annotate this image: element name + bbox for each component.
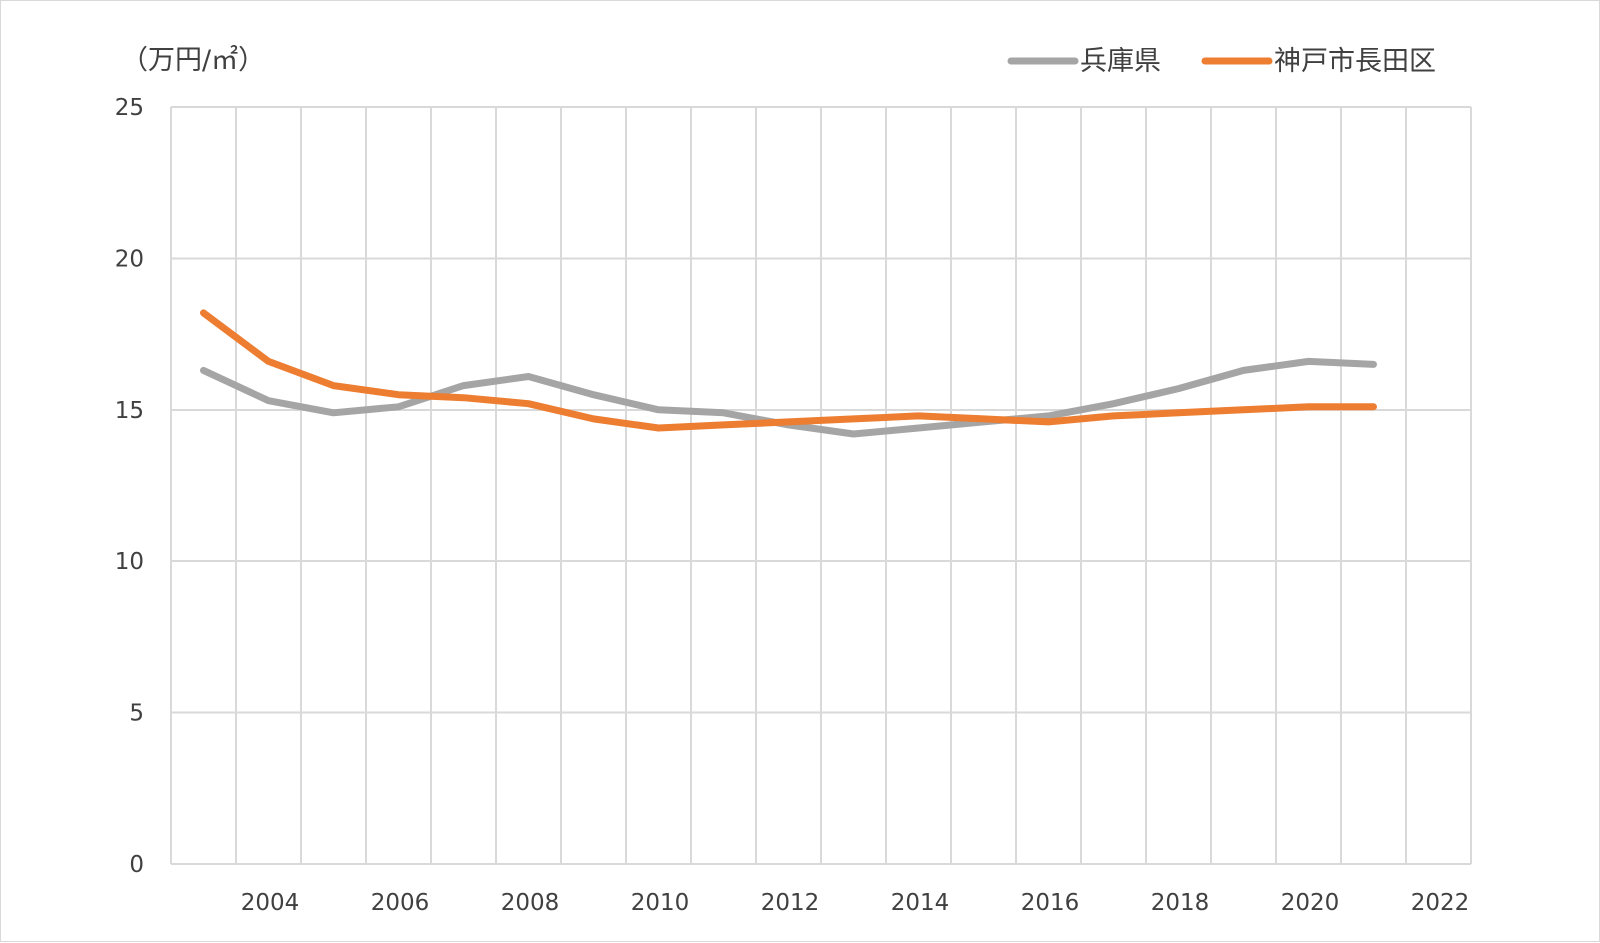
x-tick-label-2010: 2010: [631, 890, 690, 916]
x-tick-label-2018: 2018: [1151, 890, 1210, 916]
x-tick-label-2016: 2016: [1021, 890, 1080, 916]
x-tick-label-2022: 2022: [1411, 890, 1470, 916]
x-tick-label-2006: 2006: [371, 890, 430, 916]
legend-label-nagata: 神戸市長田区: [1274, 46, 1436, 77]
y-axis-unit-label: （万円/㎡）: [121, 45, 265, 76]
x-tick-label-2020: 2020: [1281, 890, 1340, 916]
legend: 兵庫県 神戸市長田区: [1007, 46, 1436, 77]
y-tick-label-20: 20: [115, 246, 144, 272]
x-tick-label-2008: 2008: [501, 890, 560, 916]
grid-layer: [170, 106, 1472, 865]
x-tick-label-2012: 2012: [761, 890, 820, 916]
y-tick-label-25: 25: [115, 95, 144, 121]
legend-label-hyogo: 兵庫県: [1080, 46, 1161, 77]
y-tick-label-0: 0: [129, 852, 144, 878]
y-tick-label-10: 10: [115, 549, 144, 575]
x-tick-label-2014: 2014: [891, 890, 950, 916]
series-layer: [200, 309, 1377, 438]
x-tick-label-2004: 2004: [241, 890, 300, 916]
y-tick-label-5: 5: [129, 701, 144, 727]
series-line-1: [200, 309, 1377, 432]
y-tick-label-15: 15: [115, 398, 144, 424]
axis-label-layer: 0 5 10 15 20 25 2004 2006 2008 2010 2012 2014 2016 20…: [115, 95, 1470, 916]
